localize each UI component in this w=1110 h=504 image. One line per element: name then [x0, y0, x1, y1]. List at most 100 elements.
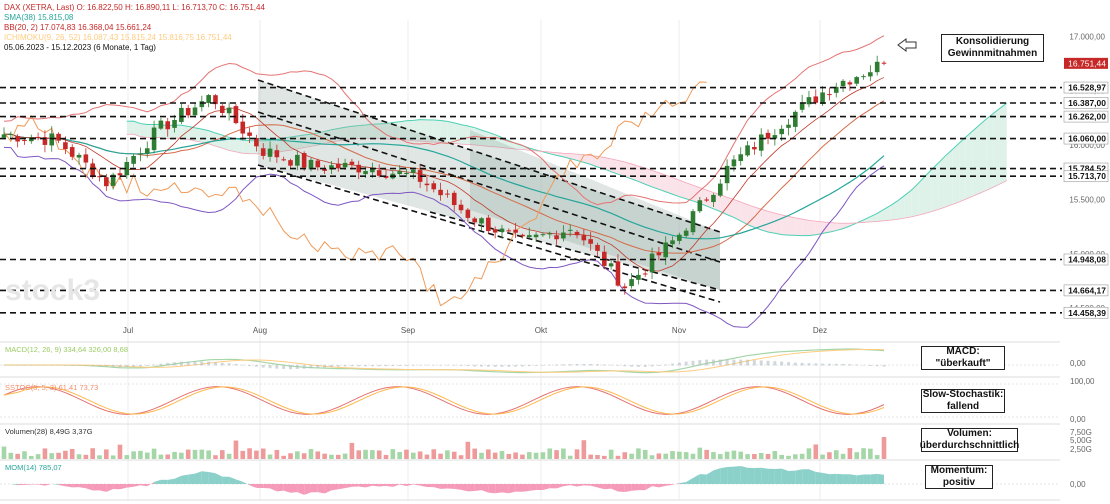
- volume-bar: [567, 455, 573, 459]
- momentum-area: [31, 484, 39, 485]
- arrow-icon: [897, 38, 917, 52]
- month-axis: Jul Aug Sep Okt Nov Dez: [123, 326, 827, 335]
- volume-bar: [820, 454, 825, 459]
- momentum-area: [65, 484, 73, 488]
- volume-bar: [267, 454, 273, 459]
- momentum-area: [692, 474, 700, 484]
- momentum-area: [365, 484, 373, 488]
- momentum-area: [79, 484, 86, 489]
- candle-down: [22, 139, 27, 141]
- cloud-segment: [242, 140, 250, 154]
- legend-range: 05.06.2023 - 15.12.2023 (6 Monate, 1 Tag…: [4, 43, 156, 52]
- macd-histogram-bar: [575, 363, 579, 366]
- candle-down: [247, 132, 252, 136]
- macd-histogram-bar: [391, 365, 395, 367]
- sma-line: [3, 133, 885, 240]
- macd-histogram-bar: [698, 360, 702, 366]
- volume-bar: [90, 448, 95, 459]
- volume-bar: [738, 451, 744, 459]
- cloud-segment: [126, 121, 134, 135]
- volume-bar: [677, 451, 682, 459]
- bb-lower-line: [3, 146, 885, 328]
- volume-bar: [254, 450, 259, 459]
- cloud-segment: [195, 127, 202, 143]
- cloud-segment: [781, 214, 789, 236]
- candle-up: [131, 155, 136, 164]
- momentum-area: [802, 469, 809, 484]
- candle-up: [199, 101, 205, 108]
- volume-bar: [663, 453, 669, 459]
- candle-down: [451, 192, 457, 206]
- momentum-area: [399, 484, 407, 486]
- volume-bar: [281, 455, 286, 459]
- candle-down: [274, 150, 280, 158]
- cloud-segment: [488, 132, 496, 147]
- macd-histogram-bar: [9, 365, 13, 366]
- cloud-segment: [733, 199, 741, 221]
- cloud-segment: [276, 138, 284, 153]
- candle-down: [827, 94, 832, 96]
- macd-histogram-bar: [677, 362, 681, 366]
- volume-bar: [185, 449, 191, 459]
- momentum-area: [379, 484, 387, 487]
- cloud-segment: [556, 152, 564, 157]
- candle-up: [697, 200, 703, 212]
- macd-histogram-bar: [43, 365, 47, 366]
- macd-histogram-bar: [520, 365, 524, 367]
- macd-histogram-bar: [752, 360, 756, 366]
- macd-signal-line: [4, 348, 885, 373]
- momentum-area: [126, 484, 134, 488]
- macd-histogram-bar: [739, 359, 743, 366]
- cloud-segment: [351, 125, 359, 140]
- momentum-area: [181, 474, 189, 484]
- candle-up: [1, 134, 7, 138]
- momentum-area: [188, 473, 196, 484]
- month-label-dez: Dez: [813, 326, 827, 335]
- cloud-segment: [788, 216, 796, 236]
- cloud-segment: [590, 155, 598, 167]
- macd-histogram-bar: [766, 360, 770, 366]
- candle-up: [411, 169, 416, 173]
- momentum-area: [276, 484, 284, 492]
- volume-bar: [840, 453, 846, 459]
- candle-up: [738, 154, 744, 161]
- momentum-label: MOM(14) 785,07: [5, 463, 62, 472]
- candle-down: [69, 147, 75, 157]
- macd-histogram-bar: [364, 365, 368, 367]
- cloud-segment: [611, 158, 618, 175]
- macd-histogram-bar: [152, 364, 156, 366]
- macd-histogram-bar: [70, 365, 74, 366]
- cloud-segment: [802, 219, 809, 236]
- candle-down: [322, 169, 327, 171]
- volume-bar: [813, 444, 819, 459]
- volume-bar: [629, 453, 634, 459]
- candle-down: [165, 121, 171, 130]
- candle-down: [520, 234, 525, 237]
- macd-histogram-bar: [336, 365, 340, 367]
- candle-down: [63, 142, 68, 150]
- volume-bar: [199, 449, 205, 459]
- macd-histogram-bar: [493, 365, 497, 367]
- cloud-segment: [993, 108, 1000, 188]
- volume-bar: [260, 448, 266, 459]
- macd-histogram-bar: [77, 365, 81, 366]
- momentum-area: [38, 484, 45, 486]
- cloud-segment: [345, 126, 352, 140]
- cloud-segment: [740, 201, 748, 225]
- volume-bar: [765, 453, 771, 459]
- legend-sma: SMA(38) 15.815,08: [4, 13, 74, 22]
- momentum-area: [324, 484, 332, 494]
- momentum-area: [508, 484, 516, 494]
- cloud-segment: [440, 120, 448, 144]
- momentum-area: [317, 484, 325, 494]
- volume-bar: [595, 455, 600, 459]
- macd-histogram-bar: [384, 365, 388, 367]
- macd-histogram-bar: [732, 359, 736, 366]
- momentum-area: [563, 484, 571, 487]
- momentum-area: [10, 483, 18, 486]
- candle-up: [745, 145, 750, 156]
- volume-bar: [458, 455, 464, 459]
- volume-bar: [465, 441, 471, 459]
